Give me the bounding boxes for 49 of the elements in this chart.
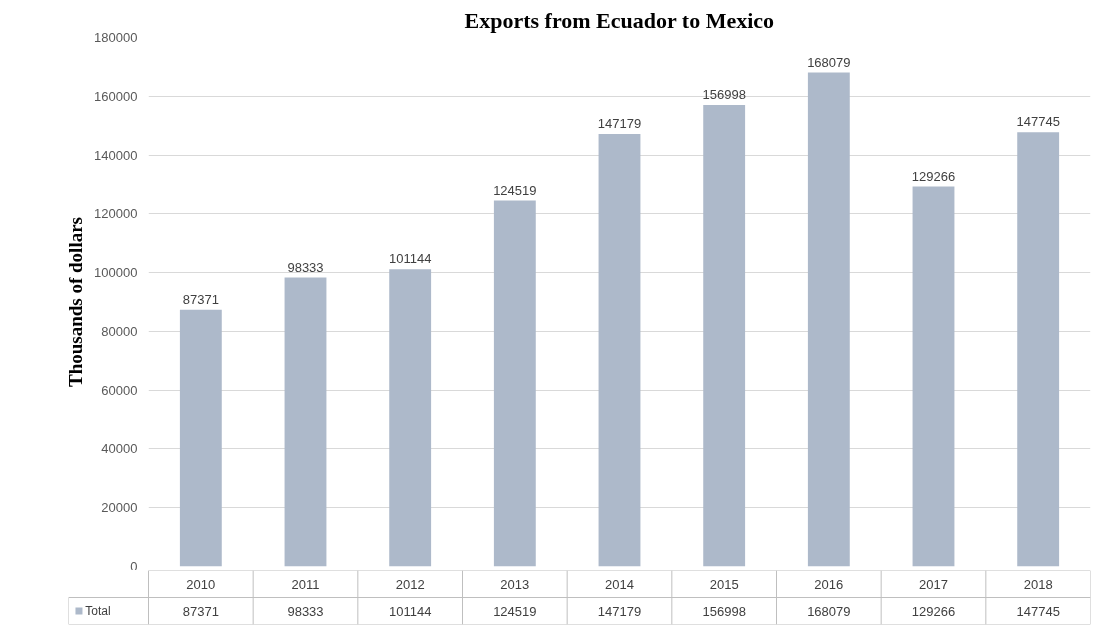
data-label: 147179: [597, 603, 642, 619]
annotation: 98333: [287, 259, 324, 275]
x-tick-label: 2014: [605, 576, 634, 592]
y-tick-label: 0: [130, 558, 138, 574]
y-tick-label: 20000: [101, 500, 138, 516]
x-tick-label: 2011: [291, 576, 320, 592]
x-tick-label: 2018: [1023, 576, 1053, 592]
annotation: 147179: [597, 115, 642, 131]
x-tick-label: 2013: [500, 576, 530, 592]
annotation: 124519: [493, 182, 537, 198]
y-tick-label: 140000: [94, 147, 138, 163]
y-tick-label: 80000: [101, 323, 138, 339]
x-tick-label: 2016: [814, 576, 844, 592]
bar: [284, 277, 327, 567]
data-label: 124519: [493, 603, 537, 619]
data-label: 168079: [807, 603, 851, 619]
y-tick-label: 180000: [94, 30, 138, 45]
bar: [389, 269, 432, 567]
data-label: 98333: [287, 603, 324, 619]
data-label: 156998: [702, 603, 746, 619]
annotation: 101144: [388, 251, 432, 267]
bar: [807, 72, 850, 567]
x-tick-label: 2012: [395, 576, 425, 592]
y-tick-label: 40000: [101, 441, 138, 457]
y-axis-title: Thousands of dollars: [65, 216, 87, 387]
legend-label: Total: [85, 604, 111, 618]
data-label: 101144: [388, 603, 432, 619]
bar: [493, 200, 536, 567]
bar: [179, 309, 222, 567]
bar: [1017, 132, 1060, 567]
annotation: 156998: [702, 87, 746, 103]
bar: [912, 186, 955, 567]
annotation: 147745: [1016, 114, 1060, 130]
bar: [598, 133, 641, 567]
annotation: 87371: [182, 291, 219, 307]
annotation: 168079: [807, 54, 851, 70]
chart-title: Exports from Ecuador to Mexico: [464, 7, 775, 33]
y-tick-label: 60000: [101, 382, 138, 398]
x-tick-label: 2017: [919, 576, 948, 592]
data-label: 87371: [182, 603, 219, 619]
y-tick-label: 120000: [94, 206, 138, 222]
annotation: 129266: [911, 168, 956, 184]
data-label: 147745: [1016, 603, 1060, 619]
x-tick-label: 2015: [709, 576, 739, 592]
y-tick-label: 160000: [94, 88, 138, 104]
bar: [703, 105, 746, 567]
x-tick-label: 2010: [186, 576, 216, 592]
data-label: 129266: [911, 603, 956, 619]
y-tick-label: 100000: [94, 265, 138, 281]
